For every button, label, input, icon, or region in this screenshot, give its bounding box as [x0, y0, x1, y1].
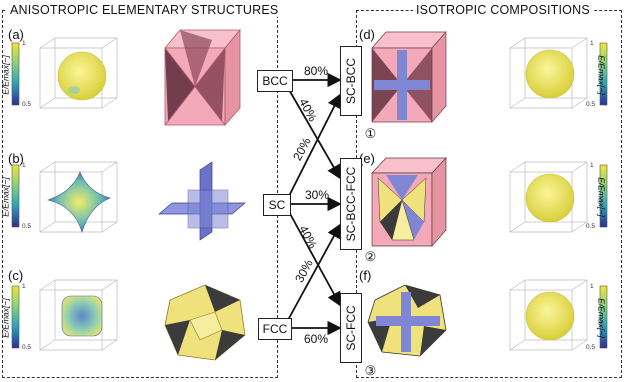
arrow-bcc-scbccfcc — [287, 87, 341, 180]
sc-fcc-cube — [367, 284, 447, 357]
anisotropic-section-title: ANISOTROPIC ELEMENTARY STRUCTURES — [7, 3, 282, 17]
cb-c-max: 1 — [22, 283, 26, 290]
cb-a-label: E/Emax[−] — [0, 55, 11, 95]
cb-b-min: 0.5 — [22, 223, 32, 230]
arrow-sc-scbcc — [287, 93, 341, 199]
sc-structure — [158, 161, 246, 241]
colorbar-d — [599, 42, 608, 106]
cb-e-label: E/Emax[−] — [596, 177, 607, 217]
panel-label-a: (a) — [8, 27, 24, 42]
arrow-fcc-scbccfcc — [287, 223, 341, 321]
panel-label-c: (c) — [8, 268, 24, 283]
cb-f-min: 0.5 — [586, 344, 596, 351]
sc-bcc-fcc-cube — [371, 157, 447, 247]
node-sc-fcc: SC-FCC — [340, 293, 362, 363]
circled-number-2: ② — [364, 249, 377, 264]
node-sc-bcc: SC-BCC — [340, 46, 362, 116]
panel-label-b: (b) — [8, 151, 24, 166]
cb-e-min: 0.5 — [586, 223, 596, 230]
node-sc-bcc-fcc: SC-BCC-FCC — [340, 158, 362, 250]
stiffness-surface-f — [525, 291, 575, 341]
cb-a-min: 0.5 — [22, 101, 32, 108]
arrow-sc-scfcc — [287, 209, 341, 307]
circled-number-3: ③ — [364, 363, 377, 378]
cb-d-label: E/Emax[−] — [596, 55, 607, 95]
fcc-structure — [164, 284, 246, 361]
colorbar-f — [599, 285, 608, 349]
cb-f-max: 1 — [590, 283, 594, 290]
cb-d-min: 0.5 — [586, 101, 596, 108]
panel-label-d: (d) — [359, 27, 375, 42]
node-fcc: FCC — [258, 318, 292, 340]
cb-c-min: 0.5 — [22, 344, 32, 351]
node-sc: SC — [263, 194, 291, 216]
colorbar-b — [11, 164, 20, 228]
colorbar-e — [599, 164, 608, 228]
stiffness-surface-a — [57, 51, 107, 101]
bcc-structure — [164, 28, 241, 127]
isotropic-section-title: ISOTROPIC COMPOSITIONS — [413, 3, 593, 17]
cb-c-label: E/Emax[−] — [0, 298, 11, 338]
stiffness-surface-c — [61, 295, 103, 337]
cb-a-max: 1 — [22, 40, 26, 47]
cb-e-max: 1 — [590, 162, 594, 169]
cb-d-max: 1 — [590, 40, 594, 47]
stiffness-surface-d — [525, 49, 575, 99]
cb-b-label: E/Emax[−] — [0, 177, 11, 217]
flow-arrows — [287, 72, 342, 336]
pct-bcc-scbcc: 80% — [304, 64, 329, 78]
stiffness-surface-b — [46, 171, 111, 234]
circled-number-1: ① — [364, 126, 377, 141]
pct-sc-scbccfcc: 30% — [305, 188, 330, 202]
panel-label-e: (e) — [359, 151, 375, 166]
colorbar-a — [11, 42, 20, 106]
node-bcc: BCC — [257, 70, 293, 92]
sc-bcc-cube — [371, 31, 447, 123]
stiffness-surface-e — [525, 173, 575, 223]
colorbar-c — [11, 285, 20, 349]
panel-label-f: (f) — [359, 268, 372, 283]
pct-fcc-scfcc: 60% — [304, 332, 329, 346]
cb-b-max: 1 — [22, 162, 26, 169]
cb-f-label: E/Emax[−] — [596, 298, 607, 338]
